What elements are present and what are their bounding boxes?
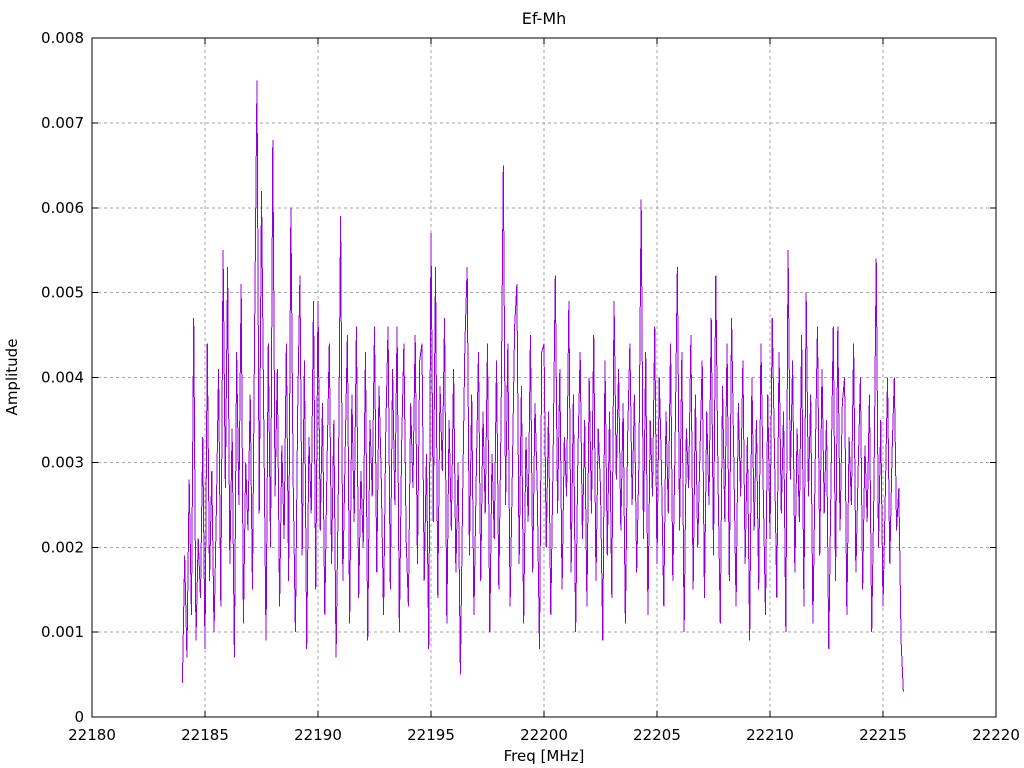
data-series-group [181, 80, 904, 692]
x-tick-label: 22210 [746, 726, 794, 744]
tick-labels: 22180 22185 22190 22195 22200 22205 22210 22215… [41, 29, 1020, 744]
y-tick-label: 0.003 [41, 453, 84, 471]
x-tick-label: 22180 [68, 726, 116, 744]
x-tick-label: 22190 [294, 726, 342, 744]
y-tick-label: 0.006 [41, 199, 84, 217]
x-tick-label: 22200 [520, 726, 568, 744]
plot-border [91, 37, 997, 718]
y-tick-label: 0.005 [41, 284, 84, 302]
y-tick-label: 0.007 [41, 114, 84, 132]
x-tick-label: 22185 [181, 726, 229, 744]
chart-title: Ef-Mh [522, 9, 567, 28]
y-tick-label: 0 [74, 708, 84, 726]
y-tick-label: 0.008 [41, 29, 84, 47]
y-tick-label: 0.001 [41, 623, 84, 641]
y-axis-label: Amplitude [3, 339, 21, 416]
x-axis-label: Freq [MHz] [504, 747, 585, 765]
x-tick-label: 22205 [633, 726, 681, 744]
x-tick-label: 22215 [859, 726, 907, 744]
y-tick-label: 0.002 [41, 538, 84, 556]
y-tick-label: 0.004 [41, 369, 84, 387]
x-tick-label: 22220 [972, 726, 1020, 744]
x-tick-label: 22195 [407, 726, 455, 744]
data-series-ef-mh [181, 80, 904, 692]
